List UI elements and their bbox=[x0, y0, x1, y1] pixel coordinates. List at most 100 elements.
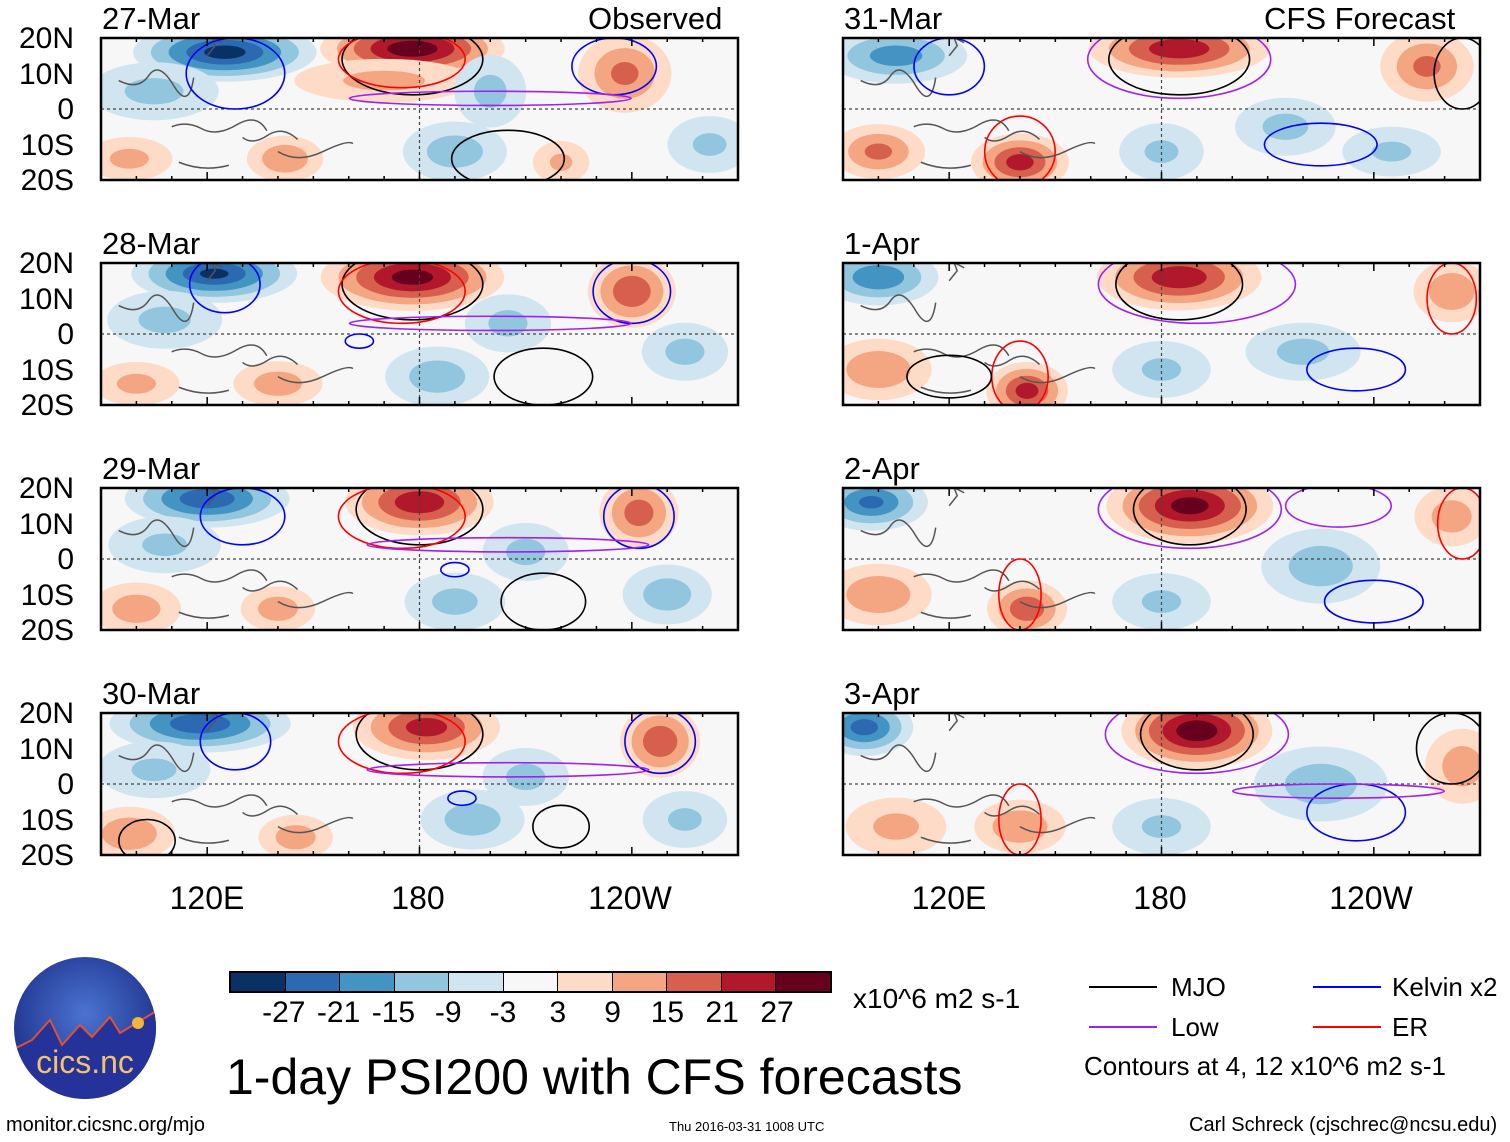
negative-anomaly bbox=[1276, 338, 1330, 365]
forecast-label: CFS Forecast bbox=[1264, 1, 1456, 36]
contour-line bbox=[185, 38, 286, 110]
contour-line bbox=[998, 558, 1042, 630]
negative-anomaly bbox=[665, 338, 705, 365]
positive-anomaly bbox=[391, 269, 434, 285]
contour-line bbox=[440, 561, 470, 578]
contour-line bbox=[348, 315, 632, 332]
legend-label-er: ER bbox=[1392, 1012, 1429, 1042]
coastline bbox=[118, 263, 354, 394]
legend-label-mjo: MJO bbox=[1171, 972, 1226, 1002]
footer-url: monitor.cicsnc.org/mjo bbox=[6, 1114, 205, 1136]
positive-anomaly bbox=[112, 594, 161, 623]
contour-line bbox=[337, 263, 466, 325]
negative-anomaly bbox=[1141, 358, 1182, 381]
colorbar-tick-label: 9 bbox=[604, 996, 621, 1029]
contour-line bbox=[1132, 488, 1247, 546]
positive-anomaly bbox=[1015, 382, 1039, 399]
colorbar-swatch bbox=[775, 973, 831, 991]
lat-label: 10S bbox=[20, 578, 74, 612]
positive-anomaly bbox=[101, 817, 157, 850]
contour-line bbox=[348, 90, 632, 107]
negative-anomaly bbox=[858, 495, 884, 509]
contour-line bbox=[983, 115, 1056, 180]
positive-anomaly bbox=[992, 810, 1048, 843]
positive-anomaly bbox=[257, 596, 298, 621]
map-panel-3-Apr bbox=[841, 711, 1482, 857]
positive-anomaly bbox=[405, 717, 448, 737]
contour-line bbox=[1104, 713, 1290, 775]
negative-anomaly bbox=[488, 310, 528, 337]
lat-label: 10N bbox=[18, 732, 74, 766]
lat-label: 10N bbox=[18, 57, 74, 91]
lat-label: 20N bbox=[18, 472, 74, 505]
contour-line bbox=[1097, 488, 1283, 550]
negative-anomaly bbox=[432, 588, 478, 615]
contour-line bbox=[1306, 347, 1407, 392]
map-panel-2-Apr bbox=[841, 486, 1482, 632]
positive-anomaly bbox=[549, 153, 573, 171]
positive-anomaly bbox=[1151, 266, 1207, 289]
lat-label: 0 bbox=[57, 768, 74, 801]
lon-label-120e: 120E bbox=[911, 880, 987, 916]
lat-label: 10S bbox=[20, 803, 74, 837]
coastline bbox=[860, 38, 1096, 169]
colorbar-tick-label: 3 bbox=[549, 996, 567, 1029]
panel-date: 29-Mar bbox=[102, 451, 201, 486]
positive-anomaly bbox=[262, 144, 308, 173]
cics-logo: cics.nc bbox=[14, 957, 156, 1099]
contour-line bbox=[344, 333, 375, 349]
colorbar-tick-label: 27 bbox=[760, 996, 794, 1029]
positive-anomaly bbox=[1009, 596, 1045, 621]
lat-label: 20S bbox=[20, 164, 74, 197]
contour-line bbox=[337, 488, 466, 550]
timestamp: Thu 2016-03-31 1008 UTC bbox=[669, 1119, 825, 1134]
colorbar bbox=[229, 971, 832, 993]
positive-anomaly bbox=[1170, 497, 1209, 515]
coastline bbox=[860, 488, 1096, 619]
footer-author: Carl Schreck (cjschrec@ncsu.edu) bbox=[1189, 1114, 1498, 1136]
positive-anomaly bbox=[1176, 720, 1218, 742]
colorbar-swatch bbox=[557, 973, 612, 991]
colorbar-tick-label: -21 bbox=[316, 996, 361, 1029]
lon-label-180: 180 bbox=[1133, 880, 1187, 916]
contour-line bbox=[1284, 488, 1393, 528]
contour-line bbox=[624, 713, 697, 775]
contour-line bbox=[1108, 38, 1251, 96]
contour-line bbox=[1086, 38, 1272, 100]
contour-line bbox=[199, 713, 272, 771]
contour-line bbox=[602, 488, 675, 550]
contour-line bbox=[447, 790, 477, 807]
negative-anomaly bbox=[692, 133, 727, 156]
contour-line bbox=[366, 761, 650, 778]
colorbar-swatch bbox=[666, 973, 721, 991]
lat-label: 20S bbox=[20, 839, 74, 872]
positive-anomaly bbox=[109, 148, 149, 169]
map-panel-28-Mar bbox=[99, 261, 740, 407]
panel-date: 2-Apr bbox=[844, 451, 920, 486]
contour-line bbox=[913, 38, 986, 96]
positive-anomaly bbox=[612, 275, 651, 307]
negative-anomaly bbox=[852, 265, 905, 290]
contour-line bbox=[1415, 713, 1480, 785]
map-panel-29-Mar bbox=[99, 486, 740, 632]
negative-anomaly bbox=[131, 758, 177, 782]
positive-anomaly bbox=[642, 725, 678, 757]
lat-label: 10S bbox=[20, 128, 74, 162]
colorbar-swatch bbox=[231, 973, 285, 991]
contour-line bbox=[355, 713, 484, 771]
coastline bbox=[118, 488, 354, 619]
colorbar-tick-label: -15 bbox=[371, 996, 416, 1029]
positive-anomaly bbox=[387, 40, 438, 57]
negative-anomaly bbox=[1141, 815, 1182, 838]
positive-anomaly bbox=[611, 61, 639, 86]
contour-note: Contours at 4, 12 x10^6 m2 s-1 bbox=[1084, 1051, 1446, 1081]
lat-label: 0 bbox=[57, 318, 74, 351]
positive-anomaly bbox=[846, 351, 911, 388]
contour-line bbox=[532, 804, 591, 849]
contour-line bbox=[118, 818, 176, 855]
colorbar-swatch bbox=[284, 973, 340, 991]
positive-anomaly bbox=[253, 371, 302, 396]
colorbar-tick-label: -27 bbox=[262, 996, 306, 1029]
lat-label: 20N bbox=[18, 697, 74, 730]
contour-line bbox=[1139, 713, 1254, 771]
